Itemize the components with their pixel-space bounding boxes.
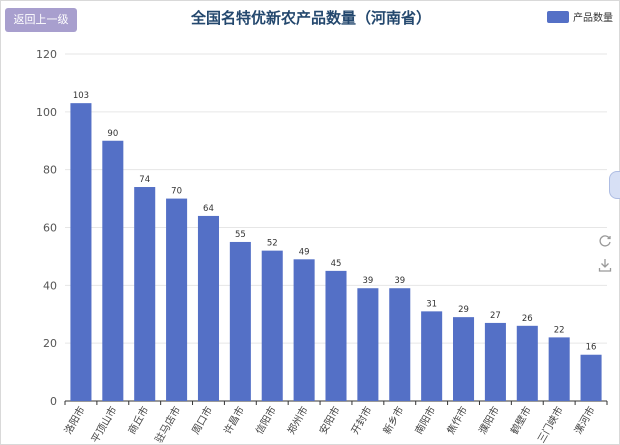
y-tick-label: 40 — [43, 279, 57, 292]
data-label: 74 — [139, 175, 150, 185]
y-tick-label: 80 — [43, 164, 57, 177]
bar — [102, 140, 124, 401]
bar — [293, 259, 315, 401]
bar — [357, 288, 379, 401]
x-tick-label: 濮阳市 — [476, 404, 502, 436]
bar — [580, 354, 602, 401]
bar — [516, 325, 538, 401]
y-tick-label: 20 — [43, 337, 57, 350]
bar — [197, 215, 219, 401]
x-tick-label: 新乡市 — [380, 404, 406, 436]
data-label: 52 — [267, 239, 278, 249]
back-button[interactable]: 返回上一级 — [5, 8, 77, 32]
x-tick-label: 郑州市 — [284, 404, 310, 436]
side-panel-tab[interactable] — [609, 171, 620, 199]
restore-icon[interactable] — [597, 233, 613, 249]
bar — [166, 198, 188, 401]
y-tick-label: 100 — [36, 106, 57, 119]
bar — [325, 270, 347, 401]
bar — [389, 288, 411, 401]
data-label: 45 — [331, 259, 342, 269]
data-label: 29 — [458, 305, 469, 315]
bar — [548, 337, 570, 401]
data-label: 39 — [362, 276, 373, 286]
legend-swatch — [547, 10, 569, 23]
y-tick-label: 60 — [43, 222, 57, 235]
bar — [70, 103, 92, 402]
data-label: 39 — [394, 276, 405, 286]
x-tick-label: 信阳市 — [253, 404, 279, 436]
y-tick-label: 120 — [36, 48, 57, 61]
data-label: 90 — [107, 129, 118, 139]
bar — [484, 322, 506, 401]
data-label: 27 — [490, 311, 501, 321]
chart-title: 全国名特优新农产品数量（河南省） — [190, 9, 431, 27]
bar — [229, 241, 251, 401]
data-label: 64 — [203, 204, 214, 214]
legend[interactable]: 产品数量 — [547, 9, 613, 24]
bar — [421, 311, 443, 401]
bar — [134, 187, 156, 401]
x-tick-label: 南阳市 — [412, 404, 438, 436]
data-label: 16 — [586, 343, 597, 353]
x-tick-label: 安阳市 — [316, 404, 342, 436]
data-label: 22 — [554, 325, 565, 335]
y-tick-label: 0 — [50, 395, 57, 408]
data-label: 31 — [426, 299, 437, 309]
legend-label: 产品数量 — [573, 13, 613, 24]
x-tick-label: 许昌市 — [221, 404, 247, 436]
x-tick-label: 漯河市 — [571, 404, 597, 436]
x-tick-label: 驻马店市 — [152, 404, 183, 444]
x-tick-label: 鹤壁市 — [508, 404, 534, 436]
x-tick-label: 周口市 — [189, 404, 215, 436]
x-tick-label: 焦作市 — [444, 404, 470, 436]
data-label: 49 — [299, 247, 310, 257]
x-tick-label: 平顶山市 — [88, 404, 119, 444]
bar — [453, 317, 475, 401]
x-tick-label: 三门峡市 — [535, 404, 566, 444]
x-tick-label: 洛阳市 — [61, 404, 87, 436]
data-label: 70 — [171, 187, 182, 197]
x-tick-label: 开封市 — [348, 404, 374, 436]
x-tick-label: 商丘市 — [125, 404, 151, 436]
data-label: 103 — [73, 91, 89, 101]
bar — [261, 250, 283, 401]
download-icon[interactable] — [597, 257, 613, 273]
data-label: 55 — [235, 230, 246, 240]
data-label: 26 — [522, 314, 533, 324]
